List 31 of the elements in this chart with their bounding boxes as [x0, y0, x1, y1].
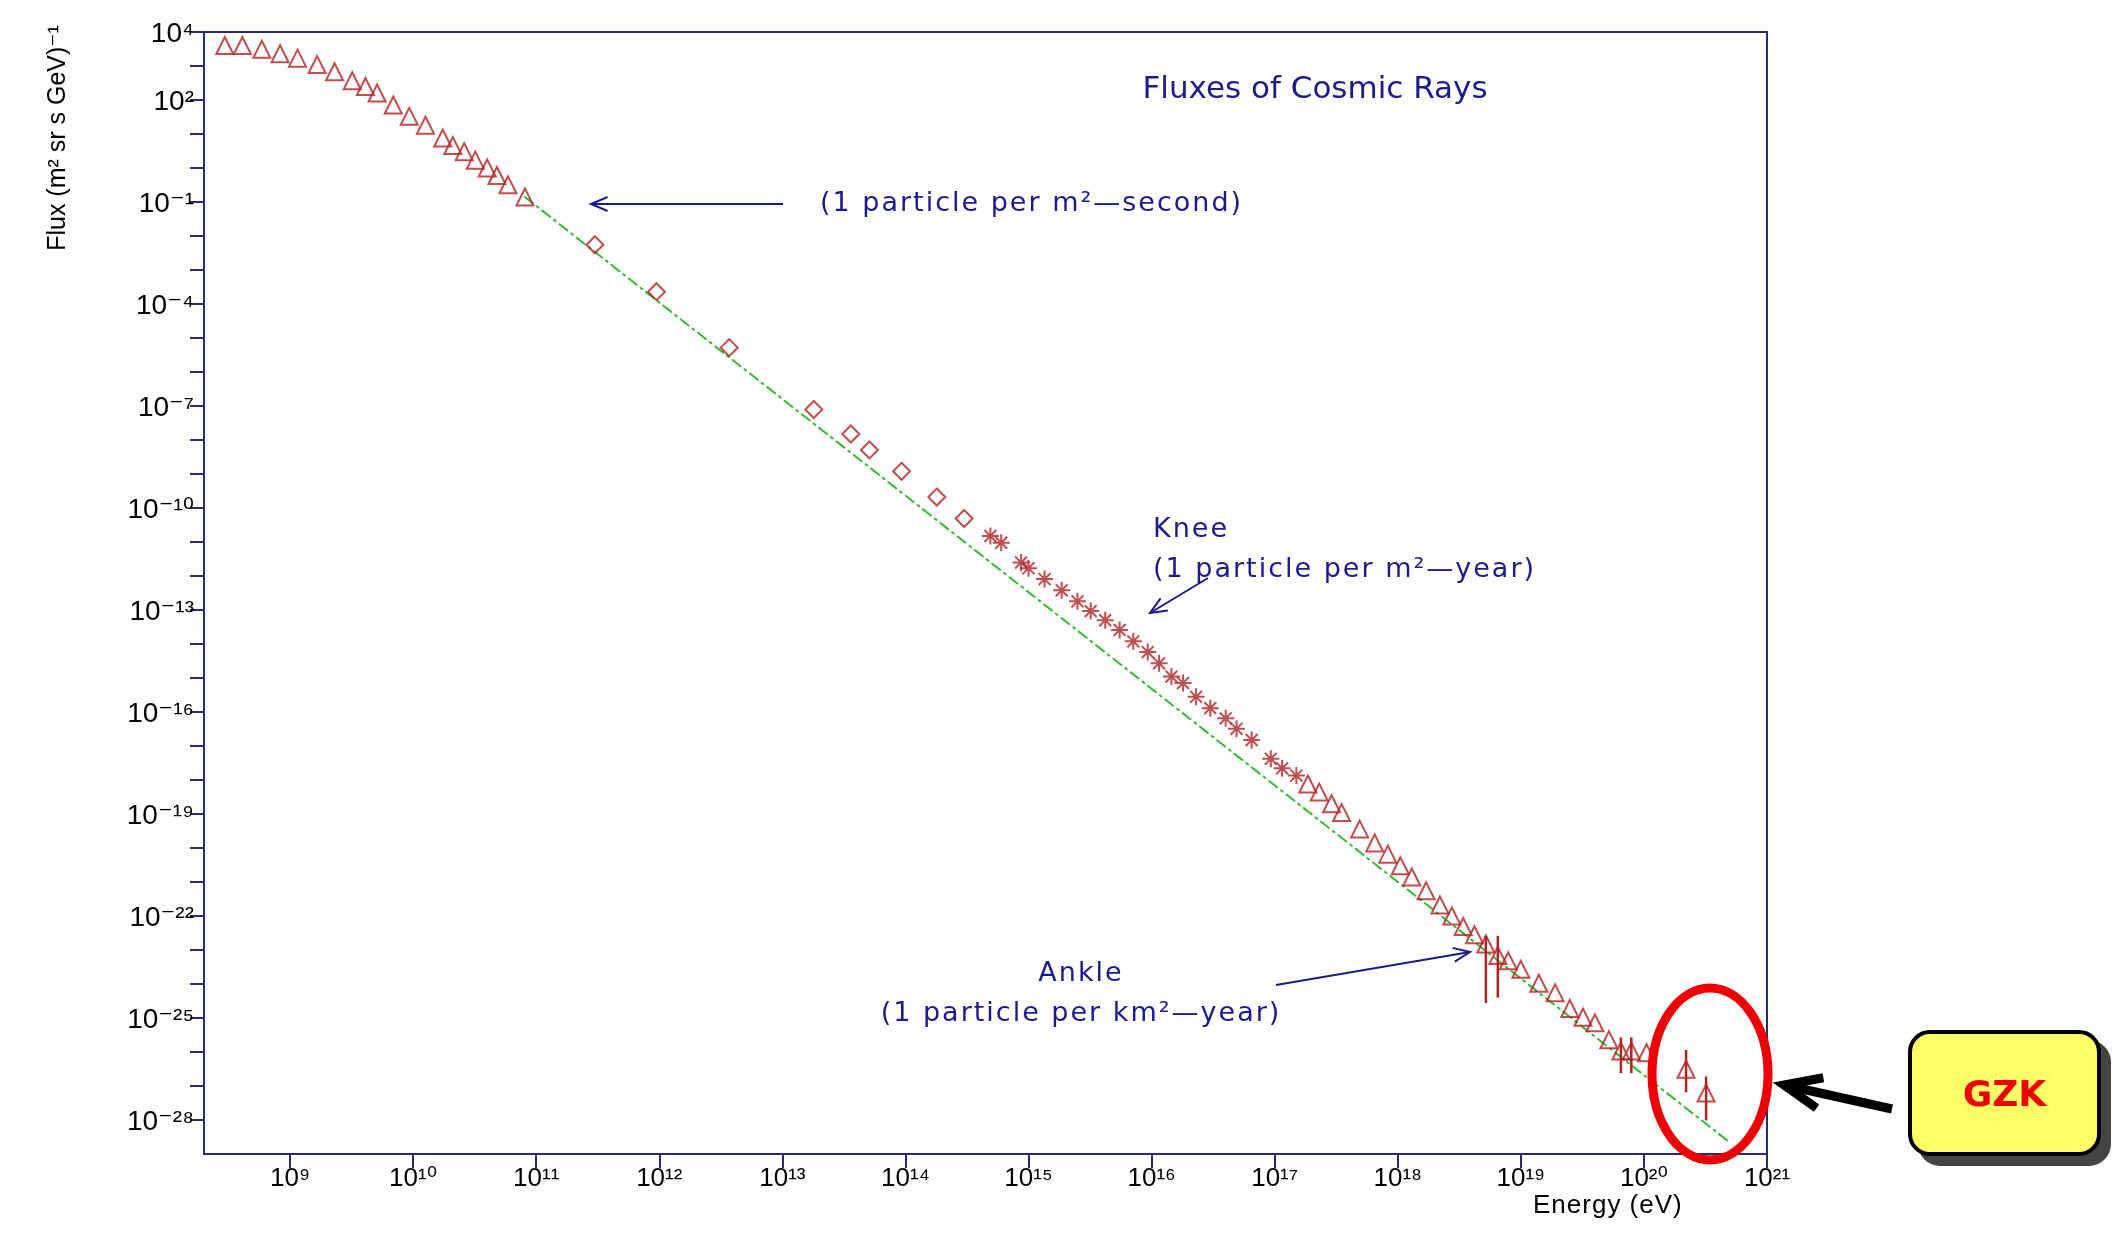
y-tick-label: 10⁻¹	[138, 186, 194, 218]
y-tick-label: 10²	[153, 84, 194, 116]
y-tick-label: 10⁴	[150, 16, 194, 48]
y-tick-label: 10⁻²²	[129, 900, 194, 932]
y-tick-label: 10⁻⁷	[137, 390, 194, 422]
annotation: Knee (1 particle per m²—year)	[1153, 511, 1537, 585]
y-tick-label: 10⁻²⁵	[127, 1002, 194, 1034]
x-tick-label: 10¹⁰	[389, 1162, 438, 1192]
x-tick-label: 10¹³	[759, 1162, 806, 1192]
x-tick-label: 10¹¹	[513, 1162, 560, 1192]
x-tick-label: 10¹⁹	[1496, 1162, 1546, 1192]
x-tick-label: 10¹⁴	[881, 1162, 930, 1192]
text: Fluxes of Cosmic Rays	[1142, 68, 1488, 105]
y-axis-title: Flux (m² sr s GeV)⁻¹	[41, 25, 71, 251]
x-tick-label: 10¹²	[636, 1162, 683, 1192]
y-tick-label: 10⁻¹⁰	[127, 492, 194, 524]
y-tick-label: 10⁻⁴	[136, 288, 194, 320]
x-tick-label: 10¹⁷	[1251, 1162, 1299, 1192]
x-tick-label: 10¹⁵	[1004, 1162, 1053, 1192]
x-tick-label: 10⁹	[270, 1162, 311, 1192]
y-tick-label: 10⁻¹⁶	[127, 696, 194, 728]
y-tick-label: 10⁻²⁸	[126, 1104, 194, 1136]
x-tick-label: 10¹⁶	[1127, 1162, 1176, 1192]
x-tick-label: 10²⁰	[1619, 1162, 1668, 1192]
y-tick-label: 10⁻¹⁹	[126, 798, 194, 830]
x-tick-label: 10¹⁸	[1373, 1162, 1423, 1192]
annotation: Ankle (1 particle per km²—year)	[880, 955, 1282, 1029]
annotation: (1 particle per m²—second)	[820, 185, 1244, 219]
x-tick-label: 10²¹	[1743, 1162, 1791, 1192]
x-axis-title: Energy (eV)	[1533, 1189, 1683, 1219]
y-tick-label: 10⁻¹³	[129, 594, 194, 626]
